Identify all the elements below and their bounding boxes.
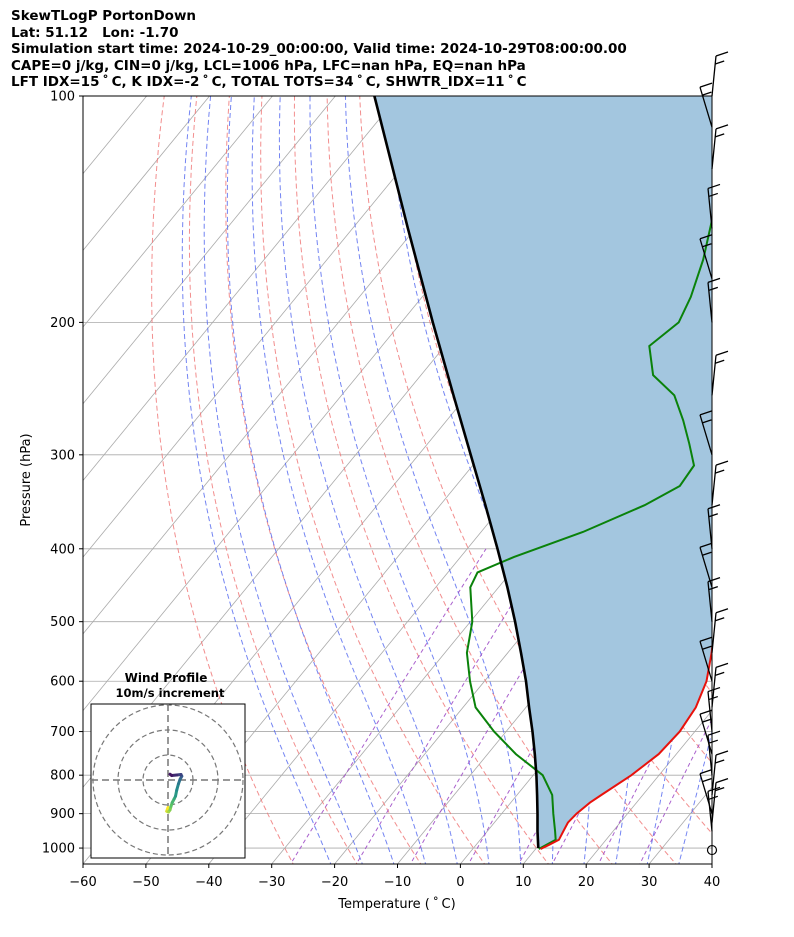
- dry-adiabat: [778, 83, 794, 867]
- wind-barb: [707, 686, 721, 732]
- wind-barb: [711, 460, 729, 506]
- moist-adiabat: [344, 96, 522, 864]
- wind-barbs: [699, 51, 729, 856]
- x-tick-label: 40: [704, 875, 721, 890]
- stability-indices-line: LFT IDX=15 ˚ C, K IDX=-2 ˚ C, TOTAL TOTS…: [11, 74, 527, 90]
- x-tick-label: −50: [132, 875, 159, 890]
- moist-adiabat: [181, 96, 332, 864]
- wind-barb: [707, 277, 721, 323]
- dry-adiabat: [714, 83, 794, 867]
- wind-barb: [699, 542, 713, 588]
- moist-adiabat: [226, 96, 395, 864]
- mixing-ratio-line: [290, 548, 487, 864]
- hodograph-subtitle: 10m/s increment: [116, 686, 225, 700]
- parcel-line: [373, 96, 540, 849]
- wind-barb: [711, 124, 729, 169]
- hodograph-inset: [90, 703, 246, 859]
- y-tick-label: 700: [50, 725, 75, 740]
- wind-barb: [711, 777, 729, 823]
- mixing-ratio-line: [355, 548, 547, 864]
- dry-adiabat: [188, 96, 358, 864]
- x-tick-label: −60: [69, 875, 96, 890]
- profile-layer: [373, 96, 712, 850]
- hodograph-segment: [168, 772, 174, 777]
- y-tick-label: 900: [50, 807, 75, 822]
- wind-barb: [699, 82, 713, 128]
- x-tick-label: 10: [515, 875, 532, 890]
- y-tick-label: 800: [50, 769, 75, 784]
- x-tick-label: −30: [258, 875, 285, 890]
- chart-header: SkewTLogP PortonDown Lat: 51.12 Lon: -1.…: [11, 8, 627, 91]
- wind-barb: [699, 410, 713, 456]
- isotherm-line: [83, 96, 211, 251]
- hodograph-title: Wind Profile: [125, 671, 208, 685]
- x-axis-label: Temperature ( ˚ C): [337, 896, 455, 912]
- y-tick-label: 500: [50, 615, 75, 630]
- y-tick-label: 400: [50, 542, 75, 557]
- wind-barb: [707, 183, 721, 229]
- y-tick-label: 200: [50, 316, 75, 331]
- dewpoint-line: [465, 216, 712, 850]
- wind-barb: [707, 786, 721, 832]
- isotherm-line: [585, 709, 712, 864]
- axis-ticks: −60 −50 −40 −30 −20 −10 0 10 20 30 40 100 200 300 400 5…: [42, 90, 720, 891]
- y-axis-label: Pressure (hPa): [19, 433, 34, 526]
- isotherm-line: [83, 96, 336, 405]
- wind-barb: [711, 350, 729, 396]
- location-line: Lat: 51.12 Lon: -1.70: [11, 24, 179, 41]
- wind-barb: [699, 769, 713, 814]
- wind-barb: [711, 750, 729, 796]
- chart-title: SkewTLogP PortonDown: [11, 8, 197, 24]
- isotherm-line: [83, 96, 462, 558]
- dry-adiabat: [260, 96, 486, 864]
- x-tick-label: −10: [384, 875, 411, 890]
- x-tick-label: −20: [321, 875, 348, 890]
- wind-barb: [707, 504, 721, 549]
- y-tick-label: 600: [50, 675, 75, 690]
- wind-barb: [711, 608, 729, 653]
- dry-adiabat: [225, 96, 422, 864]
- wind-barb: [711, 662, 729, 708]
- dry-adiabat: [746, 83, 794, 867]
- isotherm-line: [711, 863, 712, 864]
- hodograph-plot: [91, 704, 245, 858]
- x-tick-label: 0: [456, 875, 464, 890]
- dry-adiabat: [293, 96, 549, 864]
- y-tick-label: 1000: [42, 842, 75, 857]
- simulation-time-line: Simulation start time: 2024-10-29_00:00:…: [11, 41, 627, 57]
- x-tick-label: 20: [578, 875, 595, 890]
- isotherm-line: [83, 96, 399, 482]
- moist-adiabat: [309, 96, 490, 864]
- y-tick-label: 300: [50, 448, 75, 463]
- moist-adiabat: [278, 96, 458, 864]
- moist-adiabat: [203, 96, 363, 864]
- cin-shading: [374, 96, 712, 849]
- y-tick-label: 100: [50, 90, 75, 105]
- wind-barb: [699, 234, 713, 279]
- dry-adiabat: [326, 96, 613, 864]
- isotherm-line: [396, 479, 712, 864]
- temperature-line: [540, 640, 712, 850]
- wind-barb: [711, 51, 729, 97]
- mixing-ratio-line: [639, 717, 712, 864]
- wind-barb: [699, 636, 713, 682]
- isotherm-line: [83, 96, 273, 328]
- moist-adiabat: [251, 96, 427, 864]
- x-tick-label: −40: [195, 875, 222, 890]
- convective-params-line: CAPE=0 j/kg, CIN=0 j/kg, LCL=1006 hPa, L…: [11, 57, 526, 74]
- x-tick-label: 30: [641, 875, 658, 890]
